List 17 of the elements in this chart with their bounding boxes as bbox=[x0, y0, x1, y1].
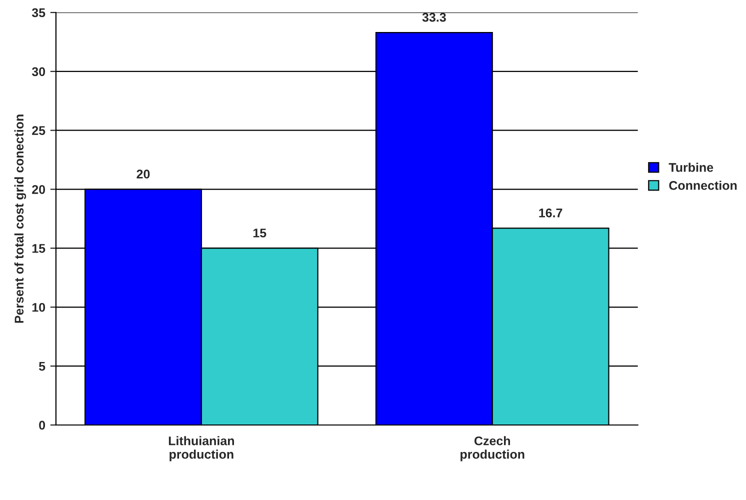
x-tick-label: Czech production bbox=[460, 436, 524, 462]
y-tick-label: 30 bbox=[32, 67, 46, 76]
y-tick-label: 25 bbox=[32, 126, 46, 136]
data-label: 33.3 bbox=[422, 12, 446, 22]
data-label: 15 bbox=[253, 228, 266, 238]
y-tick-label: 35 bbox=[32, 8, 46, 18]
data-label: 16.7 bbox=[539, 208, 562, 218]
y-tick-label: 5 bbox=[38, 362, 46, 371]
y-tick-label: 0 bbox=[39, 420, 46, 430]
y-axis-title: Persent of total cost grid conection bbox=[14, 114, 26, 323]
legend-label: Turbine bbox=[668, 162, 714, 172]
y-tick-label: 20 bbox=[32, 185, 46, 194]
y-tick-label: 15 bbox=[32, 244, 46, 253]
legend-label: Connection bbox=[669, 180, 737, 190]
data-label: 20 bbox=[136, 170, 150, 178]
x-tick-label: Lithuianian production bbox=[168, 436, 234, 462]
y-tick-label: 10 bbox=[32, 302, 46, 312]
